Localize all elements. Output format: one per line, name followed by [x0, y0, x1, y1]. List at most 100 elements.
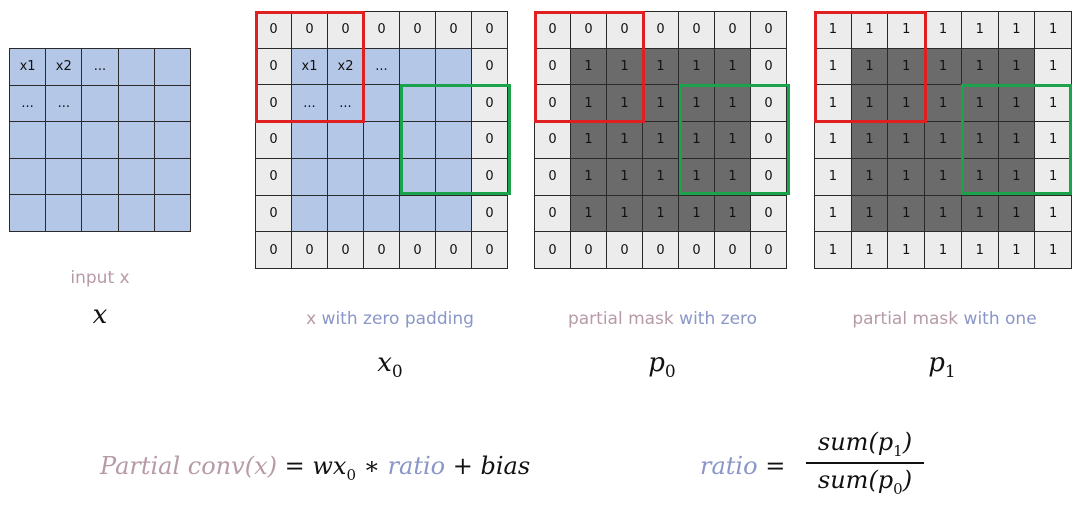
p1-cell: 1 [815, 158, 852, 196]
p0-cell: 0 [751, 158, 787, 196]
p1-cell: 1 [815, 12, 852, 49]
x0-cell: 0 [472, 85, 508, 123]
p0-cell: 1 [715, 85, 751, 123]
p0-cell: 1 [643, 85, 679, 123]
p0-cell: 0 [751, 232, 787, 269]
x0-cell: 0 [472, 48, 508, 86]
input-cell [118, 122, 155, 159]
p1-cell: 1 [998, 195, 1036, 233]
p0-cell: 0 [643, 232, 679, 269]
p0-cell: 1 [643, 195, 679, 233]
input-cell [118, 158, 155, 196]
p1-cell: 1 [998, 122, 1036, 159]
input-cell [118, 85, 155, 123]
x0-cell [364, 195, 400, 233]
p1-cell: 1 [888, 12, 926, 49]
p0-cell: 0 [535, 48, 571, 86]
input-cell [118, 195, 155, 232]
x0-cell [400, 85, 436, 123]
x0-cell: ... [364, 48, 400, 86]
p1-cell: 1 [851, 158, 889, 196]
p0-cell: 1 [715, 122, 751, 159]
p0-cell: 1 [643, 48, 679, 86]
x0-cell: 0 [256, 158, 292, 196]
x0-cell: 0 [328, 232, 364, 269]
x0-cell [364, 85, 400, 123]
p0-cell: 1 [679, 122, 715, 159]
p1-cell: 1 [815, 85, 852, 123]
x0-cell [436, 158, 472, 196]
formula-lhs-name: Partial conv [100, 452, 245, 480]
p0-cell: 1 [607, 85, 643, 123]
p0-cell: 1 [607, 122, 643, 159]
p1-cell: 1 [925, 232, 962, 269]
input-cell [154, 195, 191, 232]
p1-cell: 1 [998, 158, 1036, 196]
input-cell [46, 122, 83, 159]
p1-symbol: p1 [928, 348, 956, 383]
x0-cell: 0 [328, 12, 364, 49]
p1-cell: 1 [815, 232, 852, 269]
input-cell [118, 49, 155, 86]
p1-cell: 1 [815, 195, 852, 233]
p1-cell: 1 [888, 158, 926, 196]
x0-cell: x2 [328, 48, 364, 86]
x0-label: x with zero padding [306, 309, 474, 329]
x0-cell: 0 [400, 12, 436, 49]
x0-cell: 0 [436, 232, 472, 269]
p0-cell: 1 [571, 158, 607, 196]
p1-cell: 1 [925, 195, 962, 233]
p0-cell: 0 [751, 48, 787, 86]
p1-cell: 1 [961, 12, 999, 49]
x0-cell: 0 [472, 158, 508, 196]
p1-cell: 1 [815, 122, 852, 159]
p1-cell: 1 [961, 232, 999, 269]
p0-cell: 0 [751, 85, 787, 123]
p1-cell: 1 [1035, 12, 1072, 49]
p0-cell: 1 [607, 195, 643, 233]
p1-cell: 1 [1035, 122, 1072, 159]
p0-cell: 1 [679, 85, 715, 123]
ratio-denominator: sum(p0) [817, 465, 913, 498]
p0-cell: 0 [751, 195, 787, 233]
input-cell: ... [82, 49, 119, 86]
p0-cell: 0 [535, 12, 571, 49]
input-cell [82, 85, 119, 123]
input-cell: x2 [46, 49, 83, 86]
p1-cell: 1 [851, 232, 889, 269]
x0-cell: 0 [364, 12, 400, 49]
input-symbol: x [92, 300, 108, 330]
x0-cell [400, 48, 436, 86]
p0-cell: 1 [571, 85, 607, 123]
p1-cell: 1 [925, 122, 962, 159]
p0-cell: 0 [679, 232, 715, 269]
input-cell [10, 158, 47, 196]
formula-lhs-arg: (x) [244, 452, 277, 480]
x0-cell [400, 195, 436, 233]
p1-cell: 1 [888, 195, 926, 233]
x0-cell: 0 [256, 122, 292, 159]
x0-cell: ... [328, 85, 364, 123]
p0-cell: 1 [571, 122, 607, 159]
p0-symbol: p0 [648, 348, 676, 383]
p0-cell: 0 [535, 232, 571, 269]
ratio-name: ratio = [700, 452, 786, 480]
x0-cell [328, 158, 364, 196]
input-cell [10, 195, 47, 232]
p1-cell: 1 [888, 48, 926, 86]
p0-cell: 0 [715, 232, 751, 269]
p1-cell: 1 [925, 85, 962, 123]
p1-cell: 1 [925, 12, 962, 49]
p1-cell: 1 [1035, 85, 1072, 123]
formula-rhs: = wx0 ∗ ratio + bias [284, 452, 531, 484]
p0-cell: 0 [751, 12, 787, 49]
partial-conv-formula: Partial conv(x) = wx0 ∗ ratio + bias [100, 452, 530, 484]
p1-cell: 1 [961, 122, 999, 159]
p0-cell: 0 [643, 12, 679, 49]
x0-cell: 0 [292, 12, 328, 49]
x0-cell [328, 122, 364, 159]
x0-cell: ... [292, 85, 328, 123]
x0-cell: 0 [256, 232, 292, 269]
input-cell [10, 122, 47, 159]
